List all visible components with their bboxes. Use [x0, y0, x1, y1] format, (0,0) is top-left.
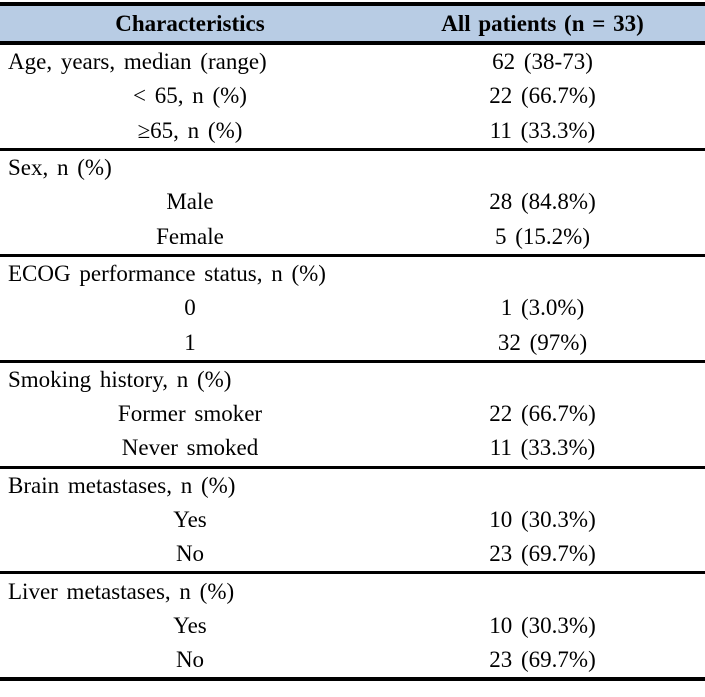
table-row: Former smoker 22 (66.7%) [0, 397, 705, 431]
value-cell [380, 255, 705, 291]
table-row: Age, years, median (range) 62 (38-73) [0, 43, 705, 79]
table-row: Yes 10 (30.3%) [0, 609, 705, 643]
sub-characteristic-label: 0 [184, 295, 196, 321]
table-row: Yes 10 (30.3%) [0, 503, 705, 537]
table-section: Liver metastases, n (%) Yes 10 (30.3%) No 23… [0, 572, 705, 679]
characteristic-label: Age, years, median (range) [8, 49, 267, 75]
value-cell: 5 (15.2%) [495, 223, 590, 249]
value-cell [380, 361, 705, 397]
table-row: < 65, n (%) 22 (66.7%) [0, 79, 705, 113]
table-row: Female 5 (15.2%) [0, 219, 705, 255]
value-cell: 22 (66.7%) [489, 401, 596, 427]
value-cell: 10 (30.3%) [489, 507, 596, 532]
table-row: ECOG performance status, n (%) [0, 255, 705, 291]
characteristic-label: Sex, n (%) [8, 155, 112, 181]
characteristic-label: ECOG performance status, n (%) [8, 260, 326, 286]
table-section: Sex, n (%) Male 28 (84.8%) Female 5 (15.2%) [0, 149, 705, 255]
table-header-row: Characteristics All patients (n = 33) [0, 4, 705, 45]
table-row: No 23 (69.7%) [0, 643, 705, 679]
value-cell: 23 (69.7%) [489, 647, 596, 673]
sub-characteristic-label: Former smoker [117, 401, 263, 427]
sub-characteristic-label: Male [166, 189, 214, 215]
sub-characteristic-label: < 65, n (%) [133, 83, 247, 109]
table-section: Age, years, median (range) 62 (38-73) < 65… [0, 43, 705, 149]
characteristic-label: Smoking history, n (%) [8, 366, 232, 392]
table-row: Brain metastases, n (%) [0, 467, 705, 503]
characteristic-label: Brain metastases, n (%) [8, 472, 236, 498]
characteristic-label: Liver metastases, n (%) [8, 578, 235, 604]
column-header-characteristics: Characteristics [0, 4, 380, 45]
value-cell: 62 (38-73) [492, 49, 593, 75]
sub-characteristic-label: 1 [184, 329, 196, 355]
sub-characteristic-label: Female [156, 223, 224, 249]
value-cell: 11 (33.3%) [489, 117, 596, 143]
value-cell [380, 467, 705, 503]
table-row: 0 1 (3.0%) [0, 291, 705, 325]
table-section: Smoking history, n (%) Former smoker 22 (6… [0, 361, 705, 467]
table-section: ECOG performance status, n (%) 0 1 (3.0%) 1… [0, 255, 705, 361]
value-cell: 32 (97%) [497, 329, 588, 355]
value-cell: 11 (33.3%) [489, 435, 596, 461]
table-row: ≥65, n (%) 11 (33.3%) [0, 114, 705, 150]
table-header: Characteristics All patients (n = 33) [0, 4, 705, 45]
table-section: Brain metastases, n (%) Yes 10 (30.3%) No 23… [0, 467, 705, 573]
value-cell [380, 149, 705, 185]
column-header-all-patients: All patients (n = 33) [380, 4, 705, 45]
value-cell [380, 573, 705, 609]
table-row: Sex, n (%) [0, 149, 705, 185]
table-row: No 23 (69.7%) [0, 537, 705, 573]
patient-characteristics-table: Characteristics All patients (n = 33) Ag… [0, 2, 705, 682]
table-row: Liver metastases, n (%) [0, 573, 705, 609]
sub-characteristic-label: ≥65, n (%) [137, 117, 243, 143]
sub-characteristic-label: No [175, 647, 205, 673]
table-row: 1 32 (97%) [0, 325, 705, 361]
value-cell: 1 (3.0%) [500, 295, 585, 321]
value-cell: 10 (30.3%) [489, 612, 596, 638]
sub-characteristic-label: Yes [173, 612, 207, 638]
table-row: Male 28 (84.8%) [0, 185, 705, 219]
table-row: Never smoked 11 (33.3%) [0, 431, 705, 467]
value-cell: 23 (69.7%) [489, 541, 596, 567]
value-cell: 28 (84.8%) [489, 189, 596, 215]
table-row: Smoking history, n (%) [0, 361, 705, 397]
value-cell: 22 (66.7%) [489, 83, 596, 109]
sub-characteristic-label: Yes [173, 507, 207, 532]
sub-characteristic-label: No [175, 541, 205, 567]
sub-characteristic-label: Never smoked [121, 435, 259, 461]
